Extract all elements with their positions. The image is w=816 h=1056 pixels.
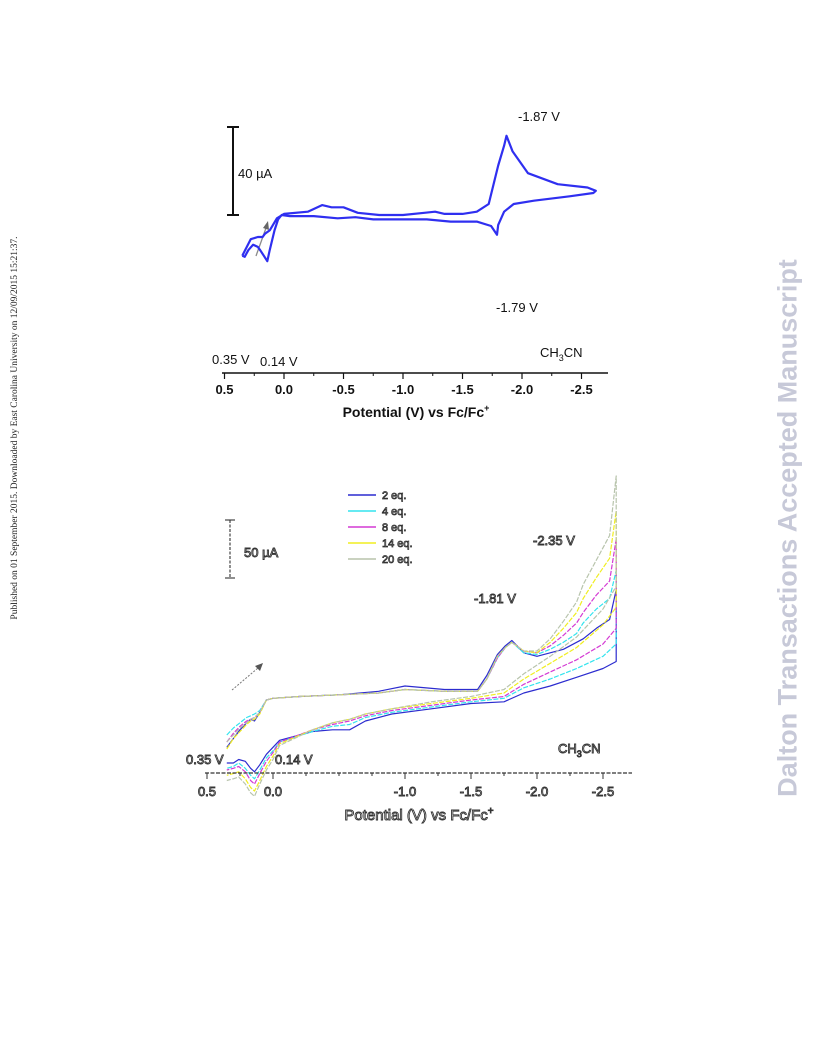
x-tick-label: 0.0 <box>264 784 282 799</box>
x-tick-label: -2.0 <box>511 382 533 397</box>
x-tick-label: -2.5 <box>592 784 614 799</box>
x-tick-label: -2.5 <box>570 382 592 397</box>
x-axis-title: Potential (V) vs Fc/Fc+ <box>343 403 490 420</box>
x-tick-label: 0.0 <box>275 382 293 397</box>
legend-label: 4 eq. <box>382 506 406 518</box>
x-axis-ticks: 0.5 0.0 -0.5 -1.0 -1.5 -2.0 -2.5 <box>215 373 593 397</box>
peak-label-0.14: 0.14 V <box>260 354 298 369</box>
sweep-direction-arrow <box>255 221 269 257</box>
legend-label: 14 eq. <box>382 538 413 550</box>
chart-bottom: 50 µA 2 eq. 4 eq. 8 eq. 14 eq. 20 eq. 0.5 0.0… <box>186 475 632 824</box>
peak-label-cathodic: -1.87 V <box>518 109 560 124</box>
legend: 2 eq. 4 eq. 8 eq. 14 eq. 20 eq. <box>348 490 413 566</box>
x-tick-label: 0.5 <box>215 382 233 397</box>
x-tick-label: -1.0 <box>392 382 414 397</box>
x-tick-label: 0.5 <box>198 784 216 799</box>
sweep-direction-arrow <box>231 663 263 691</box>
cv-series-5 <box>226 475 617 797</box>
cv-curves <box>226 475 617 797</box>
x-axis-title: Potential (V) vs Fc/Fc+ <box>344 806 493 824</box>
solvent-label: CH3CN <box>540 345 583 363</box>
peak-label-0.35: 0.35 V <box>212 352 250 367</box>
peak-label-anodic: -1.79 V <box>496 300 538 315</box>
peak-label-0.35: 0.35 V <box>186 752 224 767</box>
x-tick-label: -2.0 <box>526 784 548 799</box>
legend-label: 2 eq. <box>382 490 406 502</box>
legend-label: 20 eq. <box>382 554 413 566</box>
x-tick-label: -1.0 <box>394 784 416 799</box>
x-axis-ticks: 0.5 0.0 -1.0 -1.5 -2.0 -2.5 <box>198 773 615 799</box>
x-tick-label: -1.5 <box>460 784 482 799</box>
scale-bar-label: 50 µA <box>244 545 279 560</box>
x-tick-label: -1.5 <box>451 382 473 397</box>
peak-label-cathodic-catalytic: -2.35 V <box>533 533 575 548</box>
scale-bar <box>227 126 239 216</box>
cv-curve <box>241 134 597 263</box>
chart-top: 40 µA 0.5 0.0 -0.5 -1.0 -1.5 -2.0 -2.5 Potenti… <box>212 109 608 420</box>
peak-label-0.14: 0.14 V <box>275 752 313 767</box>
solvent-label: CH3CN <box>558 741 601 759</box>
scale-bar-label: 40 µA <box>238 166 273 181</box>
x-tick-label: -0.5 <box>332 382 354 397</box>
legend-label: 8 eq. <box>382 522 406 534</box>
scale-bar <box>225 519 235 579</box>
peak-label-cathodic: -1.81 V <box>474 591 516 606</box>
